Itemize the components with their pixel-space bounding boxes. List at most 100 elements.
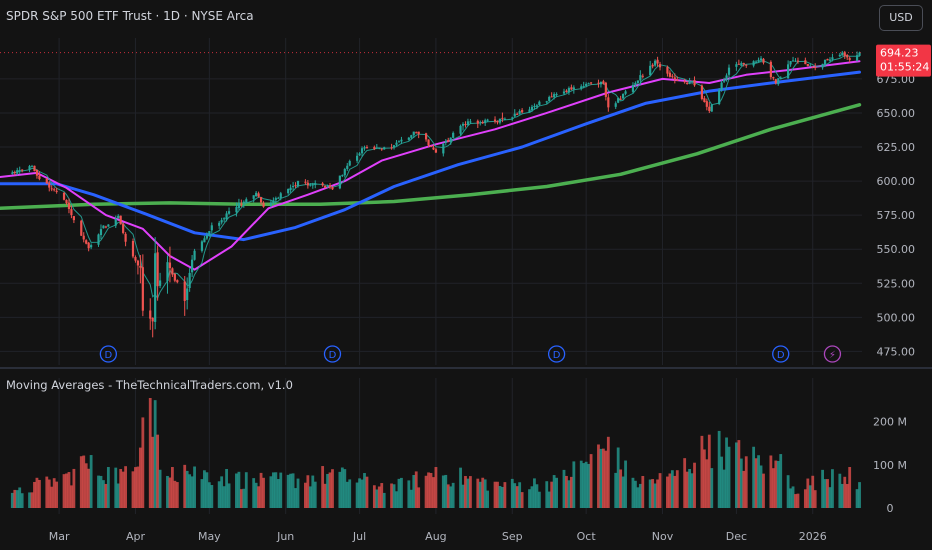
candle-body	[176, 280, 179, 283]
candle-body	[759, 58, 763, 61]
candle-body	[323, 186, 327, 188]
candle-body	[688, 81, 691, 84]
volume-bar	[360, 479, 364, 508]
candle	[518, 109, 521, 115]
candle	[33, 165, 36, 172]
marker-label: D	[777, 350, 785, 361]
candle	[740, 61, 743, 66]
candle-body	[548, 96, 551, 102]
candle	[375, 144, 378, 150]
volume-bar	[331, 469, 334, 508]
volume-bar	[45, 476, 49, 508]
candle	[855, 51, 859, 62]
volume-bar	[33, 481, 36, 508]
candle-body	[328, 185, 332, 188]
candle	[727, 64, 731, 78]
candle-body	[255, 192, 258, 197]
candle	[496, 120, 499, 125]
candle-body	[48, 182, 51, 188]
volume-bar	[813, 490, 817, 508]
candle-body	[309, 184, 312, 186]
candle	[18, 166, 21, 175]
candle	[718, 88, 721, 106]
volume-bar	[151, 436, 155, 508]
candle	[654, 59, 657, 67]
dividend-marker: D	[323, 345, 342, 363]
candle-body	[668, 72, 671, 77]
candle	[461, 122, 465, 131]
volume-bar	[286, 474, 290, 508]
candle-body	[70, 209, 73, 216]
volume-bar	[291, 473, 295, 508]
volume-bar	[656, 479, 659, 508]
candle	[99, 224, 103, 240]
volume-bar	[188, 474, 192, 508]
candle-body	[555, 94, 558, 96]
volume-bar	[530, 486, 534, 508]
candle	[429, 145, 433, 148]
candle-body	[447, 140, 450, 142]
candle	[602, 79, 605, 85]
candle	[794, 58, 797, 63]
volume-bar	[82, 455, 86, 508]
candle-body	[843, 52, 846, 57]
dividend-marker: D	[99, 345, 118, 363]
volume-bar	[449, 486, 453, 508]
candle	[619, 95, 622, 100]
volume-bar	[136, 466, 140, 508]
volume-bar	[358, 478, 361, 508]
candle-body	[291, 186, 295, 188]
candle-body	[582, 86, 585, 88]
volume-bar	[207, 482, 211, 508]
candle	[690, 80, 694, 85]
candle-body	[434, 149, 438, 153]
volume-bar	[138, 447, 142, 508]
candle-body	[848, 58, 851, 60]
candle-body	[240, 203, 243, 205]
candle	[567, 86, 571, 95]
volume-bars	[10, 398, 861, 508]
candle	[210, 222, 213, 234]
volume-bar	[845, 483, 849, 508]
currency-button[interactable]: USD	[879, 5, 923, 31]
candle	[686, 81, 689, 85]
candle	[693, 76, 696, 87]
volume-bar	[254, 482, 258, 508]
candle	[589, 81, 593, 85]
volume-bar	[483, 479, 487, 508]
candle-body	[686, 82, 689, 84]
candle-body	[703, 98, 706, 103]
candle-body	[85, 240, 88, 244]
candle-body	[338, 175, 341, 189]
price-tick-label: 475.00	[877, 345, 916, 358]
time-tick-label: Nov	[652, 530, 674, 543]
candle-body	[779, 77, 782, 79]
candle	[321, 181, 324, 187]
candle-body	[619, 98, 622, 100]
volume-bar	[289, 473, 293, 508]
candle-body	[156, 252, 159, 287]
candle	[392, 145, 396, 150]
volume-bar	[409, 489, 413, 508]
candle-body	[683, 81, 686, 83]
candle-body	[513, 113, 516, 117]
candle-body	[220, 220, 223, 223]
volume-bar	[469, 476, 472, 508]
volume-bar	[599, 448, 603, 508]
volume-bar	[257, 486, 260, 508]
volume-bar	[582, 463, 586, 508]
candle-body	[535, 105, 539, 107]
candle-body	[205, 235, 208, 239]
candle-body	[498, 118, 502, 123]
candle	[582, 81, 585, 89]
candle	[705, 98, 708, 111]
candle-body	[417, 131, 420, 135]
candle-body	[501, 117, 504, 119]
candle-body	[432, 147, 435, 150]
candle	[622, 93, 625, 101]
volume-bar	[193, 466, 196, 508]
candle	[636, 80, 639, 85]
countdown-label: 01:55:24	[880, 61, 929, 74]
candle	[53, 187, 56, 192]
